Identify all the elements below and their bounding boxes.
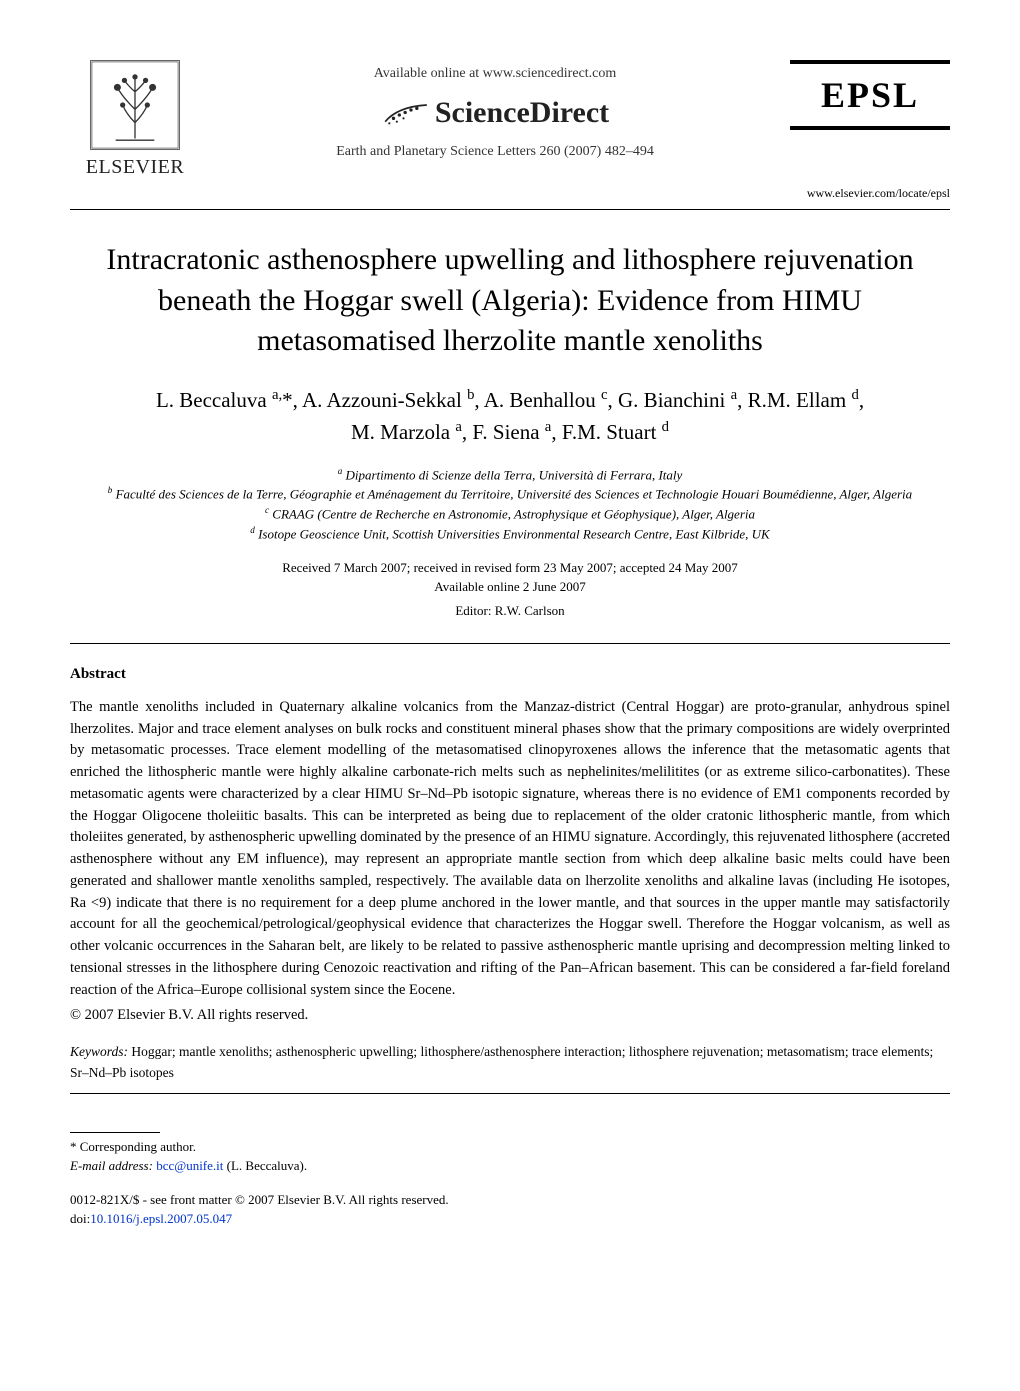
email-label: E-mail address:: [70, 1158, 156, 1173]
keywords-text: Hoggar; mantle xenoliths; asthenospheric…: [70, 1044, 933, 1079]
corresponding-author: * Corresponding author.: [70, 1137, 950, 1157]
doi-link[interactable]: 10.1016/j.epsl.2007.05.047: [90, 1211, 232, 1226]
doi-line: doi:10.1016/j.epsl.2007.05.047: [70, 1209, 950, 1229]
keywords: Keywords: Hoggar; mantle xenoliths; asth…: [70, 1042, 950, 1083]
authors-line-2: M. Marzola a, F. Siena a, F.M. Stuart d: [351, 420, 669, 444]
abstract-body: The mantle xenoliths included in Quatern…: [70, 697, 950, 1002]
email-line: E-mail address: bcc@unife.it (L. Beccalu…: [70, 1156, 950, 1176]
journal-reference: Earth and Planetary Science Letters 260 …: [200, 144, 790, 160]
affiliations: a Dipartimento di Scienze della Terra, U…: [70, 465, 950, 544]
affiliation-d-text: Isotope Geoscience Unit, Scottish Univer…: [258, 526, 770, 541]
elsevier-tree-icon: [90, 60, 180, 150]
page-footer: * Corresponding author. E-mail address: …: [70, 1132, 950, 1229]
affiliation-a-text: Dipartimento di Scienze della Terra, Uni…: [346, 467, 683, 482]
elsevier-logo: ELSEVIER: [70, 60, 200, 179]
publisher-label: ELSEVIER: [86, 156, 184, 179]
science-direct-brand: ScienceDirect: [200, 96, 790, 130]
affiliation-c-text: CRAAG (Centre de Recherche en Astronomie…: [272, 506, 755, 521]
issn-line: 0012-821X/$ - see front matter © 2007 El…: [70, 1190, 950, 1210]
footnote-rule: [70, 1132, 160, 1133]
affiliation-b-text: Faculté des Sciences de la Terre, Géogra…: [116, 487, 913, 502]
post-keywords-rule: [70, 1093, 950, 1094]
epsl-block: EPSL: [790, 60, 950, 130]
authors-line-1: L. Beccaluva a,*, A. Azzouni-Sekkal b, A…: [156, 388, 864, 412]
affiliation-b: b Faculté des Sciences de la Terre, Géog…: [70, 484, 950, 504]
footer-spacer: [70, 1176, 950, 1190]
keywords-label: Keywords:: [70, 1044, 128, 1059]
email-link[interactable]: bcc@unife.it: [156, 1158, 223, 1173]
journal-header: ELSEVIER Available online at www.science…: [70, 60, 950, 201]
journal-brand: EPSL: [790, 74, 950, 116]
author-list: L. Beccaluva a,*, A. Azzouni-Sekkal b, A…: [70, 384, 950, 449]
abstract-copyright: © 2007 Elsevier B.V. All rights reserved…: [70, 1007, 950, 1024]
science-direct-text: ScienceDirect: [435, 96, 609, 129]
header-center: Available online at www.sciencedirect.co…: [200, 60, 790, 160]
affiliation-d: d Isotope Geoscience Unit, Scottish Univ…: [70, 524, 950, 544]
article-title: Intracratonic asthenosphere upwelling an…: [70, 240, 950, 362]
available-online-text: Available online at www.sciencedirect.co…: [200, 66, 790, 82]
affiliation-c: c CRAAG (Centre de Recherche en Astronom…: [70, 504, 950, 524]
email-tail: (L. Beccaluva).: [223, 1158, 307, 1173]
available-online-date: Available online 2 June 2007: [70, 577, 950, 597]
received-revised-accepted: Received 7 March 2007; received in revis…: [70, 558, 950, 578]
science-direct-swoosh-icon: [381, 100, 431, 130]
journal-url: www.elsevier.com/locate/epsl: [807, 186, 950, 201]
header-divider: [70, 209, 950, 210]
abstract-heading: Abstract: [70, 666, 950, 683]
affiliation-a: a Dipartimento di Scienze della Terra, U…: [70, 465, 950, 485]
doi-label: doi:: [70, 1211, 90, 1226]
article-dates: Received 7 March 2007; received in revis…: [70, 558, 950, 597]
publisher-logo-cell: ELSEVIER: [70, 60, 200, 179]
header-right: EPSL www.elsevier.com/locate/epsl: [790, 60, 950, 201]
pre-abstract-rule: [70, 643, 950, 644]
editor-line: Editor: R.W. Carlson: [70, 603, 950, 619]
